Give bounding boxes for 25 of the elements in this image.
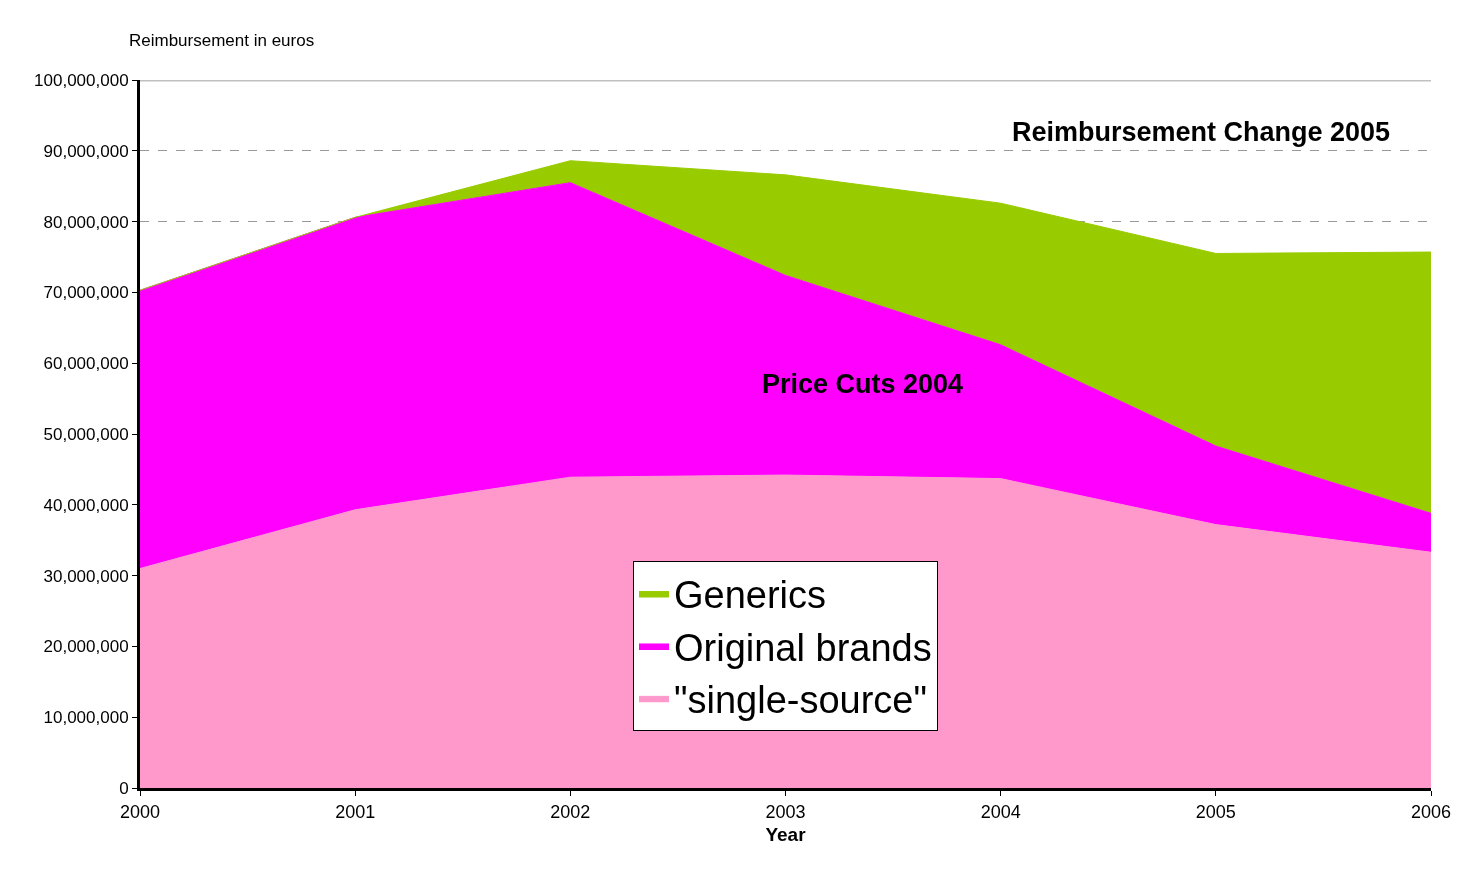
x-tick-label: 2002 [550, 801, 591, 822]
y-tick-label: 80,000,000 [43, 212, 129, 232]
y-tick-label: 70,000,000 [43, 283, 129, 303]
y-tick-label: 30,000,000 [43, 566, 129, 586]
y-tick-label: 90,000,000 [43, 141, 129, 161]
y-axis-title: Reimbursement in euros [129, 31, 315, 50]
legend-label: "single-source" [674, 679, 927, 722]
x-tick-label: 2000 [119, 801, 161, 822]
x-tick-label: 2004 [980, 801, 1021, 822]
y-tick-label: 50,000,000 [43, 424, 129, 444]
x-axis-title: Year [765, 824, 807, 846]
x-tick-label: 2005 [1195, 801, 1236, 822]
legend-label: Original brands [674, 626, 932, 669]
y-tick-label: 10,000,000 [43, 708, 129, 728]
legend-label: Generics [674, 574, 827, 617]
y-tick-label: 100,000,000 [34, 70, 129, 90]
y-tick-label: 0 [119, 778, 129, 798]
y-tick-label: 20,000,000 [43, 637, 129, 657]
x-tick-label: 2001 [335, 801, 376, 822]
annotation: Price Cuts 2004 [762, 369, 964, 399]
x-tick-label: 2006 [1410, 801, 1452, 822]
annotation: Reimbursement Change 2005 [1012, 117, 1391, 147]
y-tick-label: 60,000,000 [43, 354, 129, 374]
y-tick-label: 40,000,000 [43, 495, 129, 515]
x-tick-label: 2003 [765, 801, 806, 822]
